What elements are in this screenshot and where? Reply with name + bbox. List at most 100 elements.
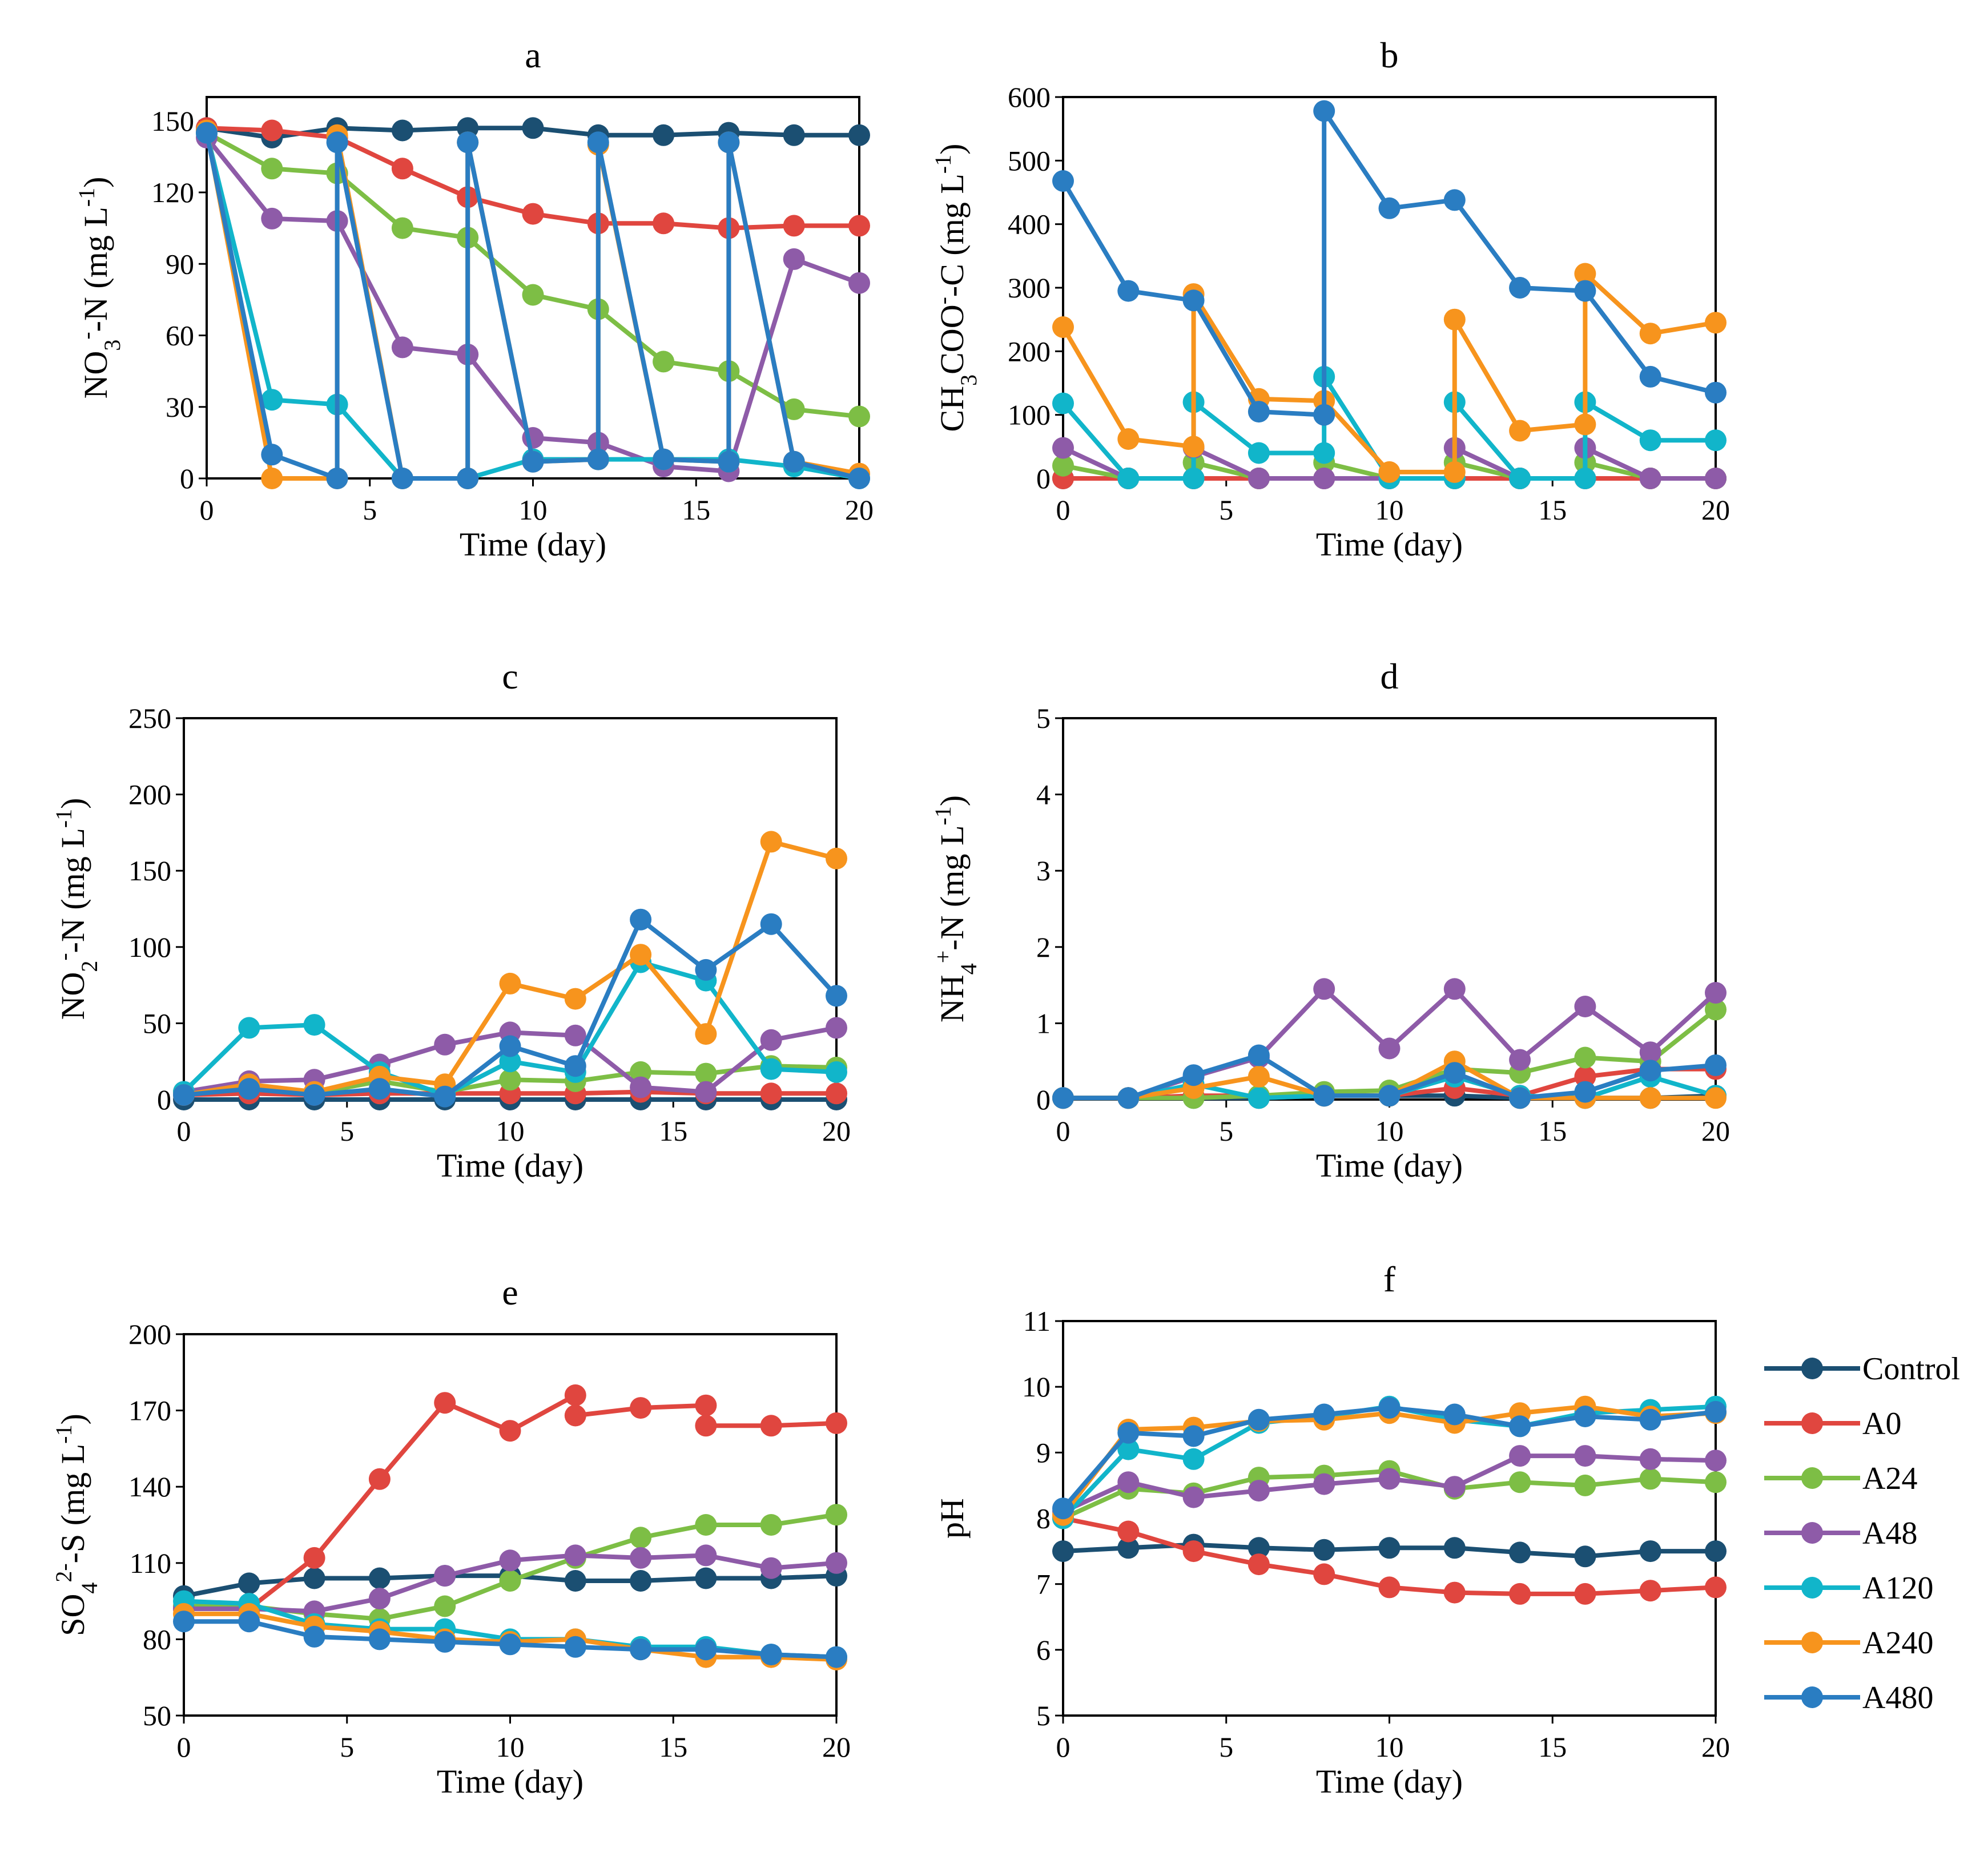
data-point-A48 xyxy=(848,272,870,294)
y-tick-label: 8 xyxy=(1036,1503,1051,1535)
y-axis-label: NH4+-N (mg L-1) xyxy=(930,795,981,1022)
data-point-A48 xyxy=(261,207,283,230)
data-point-A480 xyxy=(1443,1403,1466,1426)
data-point-A0 xyxy=(826,1082,847,1105)
data-point-A120 xyxy=(1313,442,1335,464)
y-tick-label: 6 xyxy=(1036,1634,1051,1666)
legend-label: A480 xyxy=(1862,1680,1933,1716)
y-tick-label: 60 xyxy=(166,320,194,352)
data-point-A48 xyxy=(434,1565,456,1587)
series-A480 xyxy=(1052,1044,1727,1109)
data-point-A120 xyxy=(1052,392,1074,414)
legend-marker xyxy=(1801,1632,1823,1653)
data-point-A480 xyxy=(196,122,218,144)
data-point-A480 xyxy=(587,448,609,470)
data-point-A0 xyxy=(695,1394,717,1416)
data-point-A480 xyxy=(1705,381,1727,404)
data-point-A480 xyxy=(1182,1064,1205,1086)
legend-item-A0: A0 xyxy=(1764,1406,1901,1442)
data-point-Control xyxy=(653,124,675,146)
data-point-Control xyxy=(391,119,413,142)
data-point-A48 xyxy=(1639,1041,1661,1064)
data-point-A480 xyxy=(173,1611,195,1633)
data-point-A48 xyxy=(1443,1476,1466,1498)
data-point-A240 xyxy=(1378,461,1401,483)
data-point-A0 xyxy=(760,1415,782,1437)
panel-a: a 0 5 10 15 20 0 30 60 90 120 150 Time (day) NO3--N (… xyxy=(74,35,874,563)
data-point-A480 xyxy=(368,1078,391,1100)
data-point-A24 xyxy=(783,398,805,420)
legend-item-A48: A48 xyxy=(1764,1516,1917,1551)
data-point-A48 xyxy=(1313,468,1335,489)
data-point-Control xyxy=(238,1572,260,1595)
data-point-A120 xyxy=(1574,468,1596,489)
data-point-A240 xyxy=(261,468,283,489)
data-point-A0 xyxy=(1574,1583,1596,1605)
data-point-A240 xyxy=(1574,263,1596,285)
data-point-Control xyxy=(564,1570,586,1592)
legend-label: A120 xyxy=(1862,1571,1933,1606)
plot-frame xyxy=(1062,1320,1717,1717)
data-point-A48 xyxy=(1705,982,1727,1004)
data-point-A240 xyxy=(564,988,586,1010)
data-point-Control xyxy=(783,124,805,146)
data-point-A24 xyxy=(1052,454,1074,477)
data-point-A480 xyxy=(1313,1085,1335,1107)
data-point-A0 xyxy=(1509,1583,1531,1605)
x-tick-label: 20 xyxy=(1701,1731,1730,1763)
data-point-A0 xyxy=(695,1415,717,1437)
data-point-Control xyxy=(1378,1537,1401,1559)
legend-item-A24: A24 xyxy=(1764,1461,1917,1496)
x-tick-label: 15 xyxy=(659,1115,687,1147)
data-point-A0 xyxy=(826,1412,847,1434)
data-point-Control xyxy=(303,1567,325,1589)
y-axis-label: NO2--N (mg L-1) xyxy=(51,798,102,1020)
x-tick-label: 15 xyxy=(1538,1731,1567,1763)
panel-title: d xyxy=(1381,656,1399,696)
data-point-A0 xyxy=(1378,1576,1401,1599)
data-point-A480 xyxy=(718,131,740,154)
data-point-A240 xyxy=(1639,323,1661,345)
x-tick-label: 20 xyxy=(1701,494,1730,526)
data-point-A48 xyxy=(760,1029,782,1051)
data-point-A48 xyxy=(1313,978,1335,1000)
data-point-A240 xyxy=(760,831,782,853)
data-point-A480 xyxy=(1639,1408,1661,1431)
legend-marker xyxy=(1801,1522,1823,1544)
series-line-A240 xyxy=(1061,271,1716,474)
x-tick-label: 10 xyxy=(1375,494,1404,526)
data-point-A480 xyxy=(1443,189,1466,211)
data-point-A0 xyxy=(1247,1553,1270,1576)
legend-item-Control: Control xyxy=(1764,1351,1960,1387)
data-point-A480 xyxy=(1509,1087,1531,1109)
data-point-Control xyxy=(1443,1537,1466,1559)
data-point-A480 xyxy=(1378,1085,1401,1107)
x-tick-label: 15 xyxy=(1538,1115,1567,1147)
x-tick-label: 10 xyxy=(519,494,548,526)
x-tick-label: 15 xyxy=(682,494,710,526)
data-point-A480 xyxy=(630,1638,652,1661)
panel-title: f xyxy=(1383,1259,1396,1299)
x-tick-label: 20 xyxy=(845,494,874,526)
y-tick-label: 140 xyxy=(128,1471,171,1503)
data-point-A0 xyxy=(1574,1065,1596,1088)
data-point-A240 xyxy=(630,944,652,966)
data-point-A480 xyxy=(368,1628,391,1650)
data-point-Control xyxy=(368,1567,391,1589)
x-tick-label: 5 xyxy=(1219,1731,1233,1763)
y-tick-label: 2 xyxy=(1036,931,1051,963)
y-tick-label: 400 xyxy=(1008,208,1051,240)
data-point-A48 xyxy=(1378,1037,1401,1060)
legend-marker xyxy=(1801,1577,1823,1599)
y-tick-label: 5 xyxy=(1036,1700,1051,1732)
y-tick-label: 150 xyxy=(128,855,171,887)
data-point-A480 xyxy=(303,1625,325,1648)
data-point-A24 xyxy=(391,217,413,239)
data-point-A480 xyxy=(718,450,740,473)
data-point-A24 xyxy=(1705,999,1727,1021)
data-point-A24 xyxy=(499,1570,521,1592)
x-axis-label: Time (day) xyxy=(437,1147,583,1184)
legend-item-A240: A240 xyxy=(1764,1625,1933,1661)
data-point-A120 xyxy=(1182,468,1205,489)
